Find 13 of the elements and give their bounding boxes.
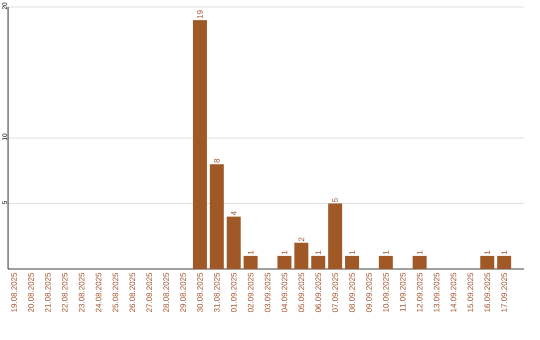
bar bbox=[497, 256, 512, 269]
bar bbox=[345, 256, 360, 269]
bar bbox=[311, 256, 326, 269]
bar bbox=[244, 256, 258, 269]
bar bbox=[192, 20, 207, 269]
bar bbox=[210, 164, 224, 269]
bar bbox=[480, 256, 494, 269]
bar bbox=[294, 242, 308, 269]
bar bbox=[378, 256, 393, 269]
bar bbox=[412, 256, 427, 269]
bar bbox=[226, 216, 241, 269]
bar bbox=[328, 204, 342, 269]
bar bbox=[277, 256, 292, 269]
